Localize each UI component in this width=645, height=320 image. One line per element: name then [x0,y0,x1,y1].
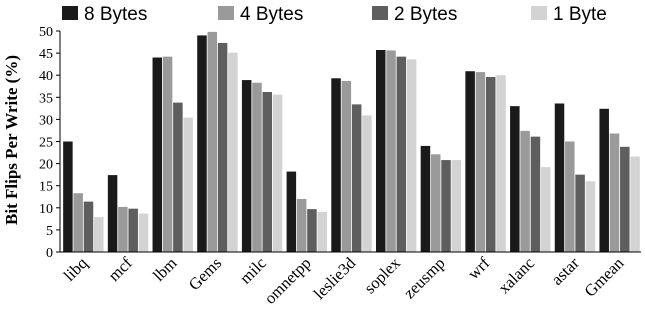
bar-libq-2-bytes [83,201,94,252]
y-tick-label: 30 [39,113,53,128]
bar-mcf-4-bytes [118,206,128,252]
bar-gems-2-bytes [217,42,228,253]
x-tick-label-mcf: mcf [104,253,136,285]
x-tick-label-milc: milc [236,253,270,287]
bar-milc-1-byte [272,94,283,252]
bar-gems-1-byte [228,52,238,252]
y-tick-label: 5 [46,224,53,239]
bar-gmean-1-byte [630,156,640,252]
bar-astar-2-bytes [575,174,585,252]
x-tick-label-soplex: soplex [360,253,404,297]
x-tick-label-lbm: lbm [149,253,181,285]
bar-xalanc-8-bytes [510,106,520,252]
bar-wrf-1-byte [496,75,506,252]
bar-omnetpp-8-bytes [286,171,297,252]
bar-lbm-2-bytes [173,102,183,252]
bar-zeusmp-8-bytes [420,145,431,252]
y-tick-label: 50 [39,25,53,40]
bar-milc-2-bytes [262,91,273,252]
bar-zeusmp-1-byte [451,160,462,252]
x-tick-label-libq: libq [60,253,92,285]
bar-leslie3d-8-bytes [331,78,341,252]
x-tick-label-leslie3d: leslie3d [310,253,360,303]
bar-soplex-4-bytes [386,50,396,252]
y-tick-label: 0 [46,246,53,261]
bar-lbm-1-byte [183,117,193,252]
bar-libq-4-bytes [73,193,83,252]
bar-wrf-2-bytes [485,76,496,252]
bar-leslie3d-2-bytes [351,104,362,252]
bar-astar-8-bytes [554,103,565,252]
bar-gmean-4-bytes [609,133,620,252]
x-tick-label-gmean: Gmean [580,253,627,300]
bar-libq-8-bytes [63,141,73,252]
bar-gems-4-bytes [207,31,218,252]
y-axis-label: Bit Flips Per Write (%) [2,55,21,225]
y-tick-label: 20 [39,158,53,173]
bar-soplex-2-bytes [396,56,407,252]
bar-libq-1-byte [94,217,104,252]
bar-mcf-8-bytes [107,175,118,252]
bar-wrf-4-bytes [475,72,486,252]
bars [63,31,640,253]
bar-gems-8-bytes [197,35,207,252]
bar-soplex-8-bytes [375,50,386,253]
y-axis: 0 5 10 15 20 25 30 35 40 45 50 [39,25,61,261]
x-tick-label-omnetpp: omnetpp [260,253,314,307]
legend-label: 2 Bytes [394,4,457,25]
y-tick-label: 35 [39,91,53,106]
x-tick-label-xalanc: xalanc [494,253,538,297]
y-tick-label: 25 [39,136,53,151]
legend-swatch [218,6,234,20]
bar-lbm-8-bytes [152,57,163,252]
bar-astar-4-bytes [565,141,575,252]
bar-leslie3d-4-bytes [341,80,352,252]
y-tick-label: 40 [39,69,53,84]
x-tick-label-zeusmp: zeusmp [400,253,449,302]
bar-omnetpp-4-bytes [296,198,307,252]
bar-omnetpp-1-byte [317,211,328,252]
legend-label: 8 Bytes [84,4,147,25]
legend-swatch [531,6,547,20]
x-tick-label-wrf: wrf [464,253,494,283]
legend-swatch [62,6,78,20]
legend-label: 1 Byte [553,4,607,25]
bar-mcf-2-bytes [128,208,138,252]
legend: 8 Bytes 4 Bytes 2 Bytes 1 Byte [62,4,607,25]
legend-swatch [372,6,388,20]
y-tick-label: 10 [39,202,53,217]
bar-zeusmp-4-bytes [430,154,441,252]
bar-milc-8-bytes [241,80,252,252]
y-tick-label: 15 [39,180,53,195]
bar-wrf-8-bytes [465,71,475,252]
y-tick-label: 45 [39,47,53,62]
x-tick-label-astar: astar [547,253,583,289]
bar-soplex-1-byte [406,59,417,253]
bar-xalanc-1-byte [540,167,551,252]
legend-label: 4 Bytes [240,4,303,25]
bar-mcf-1-byte [138,213,149,252]
bar-gmean-8-bytes [599,108,609,253]
bar-xalanc-2-bytes [530,136,541,252]
bar-omnetpp-2-bytes [307,209,317,252]
bar-gmean-2-bytes [620,146,630,252]
bar-astar-1-byte [585,181,596,252]
bar-leslie3d-1-byte [362,115,372,252]
bar-xalanc-4-bytes [520,130,530,252]
bar-lbm-4-bytes [162,56,173,252]
x-tick-label-gems: Gems [185,253,226,294]
bar-milc-4-bytes [252,82,262,253]
bar-zeusmp-2-bytes [441,160,451,252]
